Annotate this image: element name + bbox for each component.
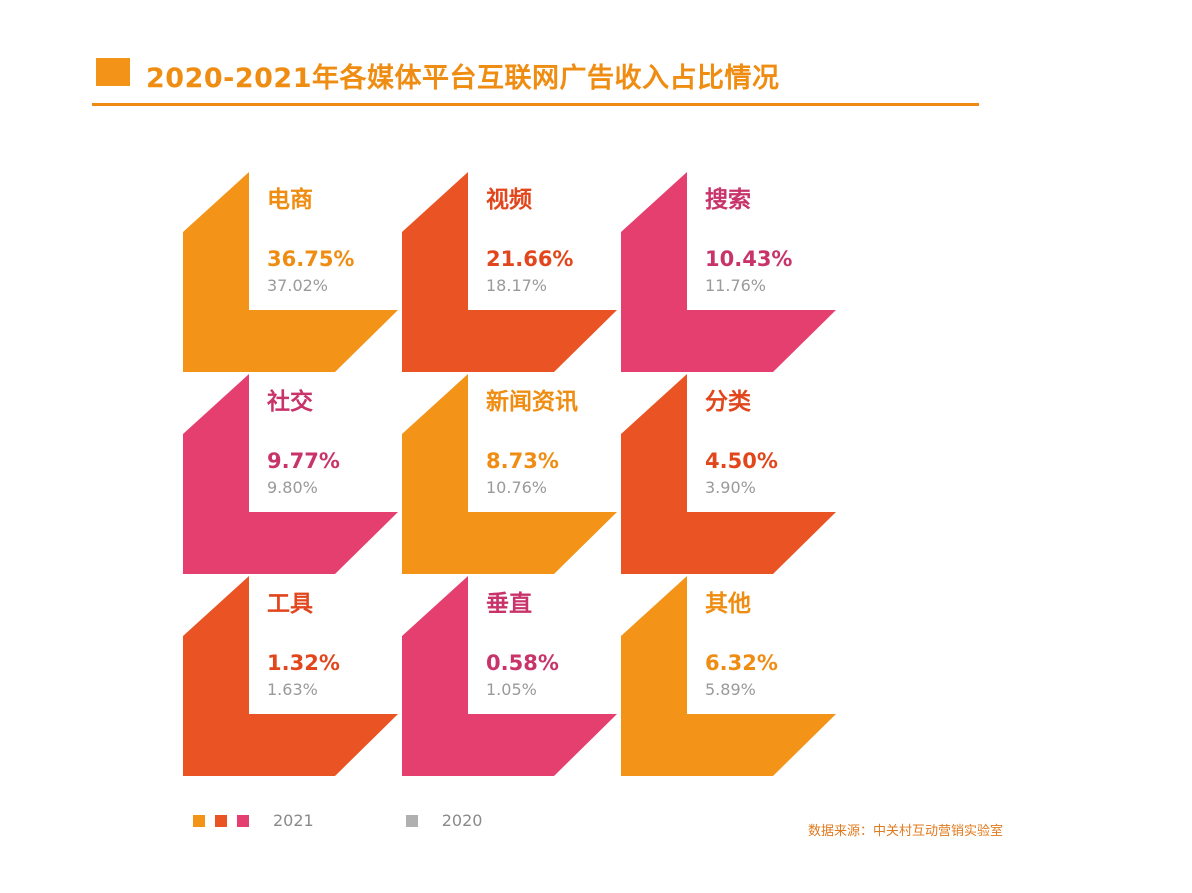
value-2021: 1.32% <box>267 651 340 675</box>
tile-8: 垂直 0.58% 1.05% <box>402 576 617 776</box>
value-2021: 36.75% <box>267 247 354 271</box>
category-label: 视频 <box>486 186 532 213</box>
legend-label-2020: 2020 <box>441 811 483 830</box>
value-2020: 1.05% <box>486 680 537 699</box>
category-label: 垂直 <box>486 590 532 617</box>
tile-shape <box>621 576 836 776</box>
title-divider <box>92 103 979 106</box>
tile-shape <box>402 576 617 776</box>
tile-7: 工具 1.32% 1.63% <box>183 576 398 776</box>
value-2020: 37.02% <box>267 276 328 295</box>
legend-swatch-2021-orange <box>193 814 205 827</box>
tile-9: 其他 6.32% 5.89% <box>621 576 836 776</box>
tile-2: 视频 21.66% 18.17% <box>402 172 617 372</box>
value-2020: 11.76% <box>705 276 766 295</box>
value-2020: 9.80% <box>267 478 318 497</box>
category-label: 工具 <box>267 591 313 617</box>
category-label: 电商 <box>267 186 313 213</box>
legend-label-2021: 2021 <box>273 811 314 830</box>
tile-shape <box>402 172 617 372</box>
value-2020: 5.89% <box>705 680 756 699</box>
value-2021: 10.43% <box>705 247 792 271</box>
category-label: 其他 <box>705 591 751 617</box>
value-2020: 10.76% <box>486 478 547 497</box>
value-2021: 0.58% <box>486 651 559 675</box>
tile-shape <box>621 172 836 372</box>
tile-6: 分类 4.50% 3.90% <box>621 374 836 574</box>
tile-3: 搜索 10.43% 11.76% <box>621 172 836 372</box>
tile-shape <box>183 172 398 372</box>
tile-5: 新闻资讯 8.73% 10.76% <box>402 374 617 574</box>
value-2020: 1.63% <box>267 680 318 699</box>
chart-title: 2020-2021年各媒体平台互联网广告收入占比情况 <box>146 63 780 94</box>
tile-shape <box>183 576 398 776</box>
legend-swatch-2020 <box>405 814 418 827</box>
legend-swatch-2021-red <box>215 814 227 827</box>
category-label: 新闻资讯 <box>486 388 578 415</box>
category-label: 社交 <box>267 388 313 415</box>
tile-1: 电商 36.75% 37.02% <box>183 172 398 372</box>
value-2021: 8.73% <box>486 449 559 473</box>
value-2021: 21.66% <box>486 247 573 271</box>
value-2021: 6.32% <box>705 651 778 675</box>
tile-4: 社交 9.77% 9.80% <box>183 374 398 574</box>
value-2020: 18.17% <box>486 276 547 295</box>
category-label: 搜索 <box>705 187 751 213</box>
tile-shape <box>183 374 398 574</box>
tile-shape <box>402 374 617 574</box>
data-source: 数据来源：中关村互动营销实验室 <box>808 824 1004 839</box>
value-2021: 4.50% <box>705 449 778 473</box>
category-label: 分类 <box>705 389 751 415</box>
title-marker <box>96 58 130 86</box>
legend: 2021 2020 <box>193 811 482 830</box>
value-2021: 9.77% <box>267 449 340 473</box>
value-2020: 3.90% <box>705 478 756 497</box>
legend-swatch-2021-pink <box>237 814 249 827</box>
tile-shape <box>621 374 836 574</box>
